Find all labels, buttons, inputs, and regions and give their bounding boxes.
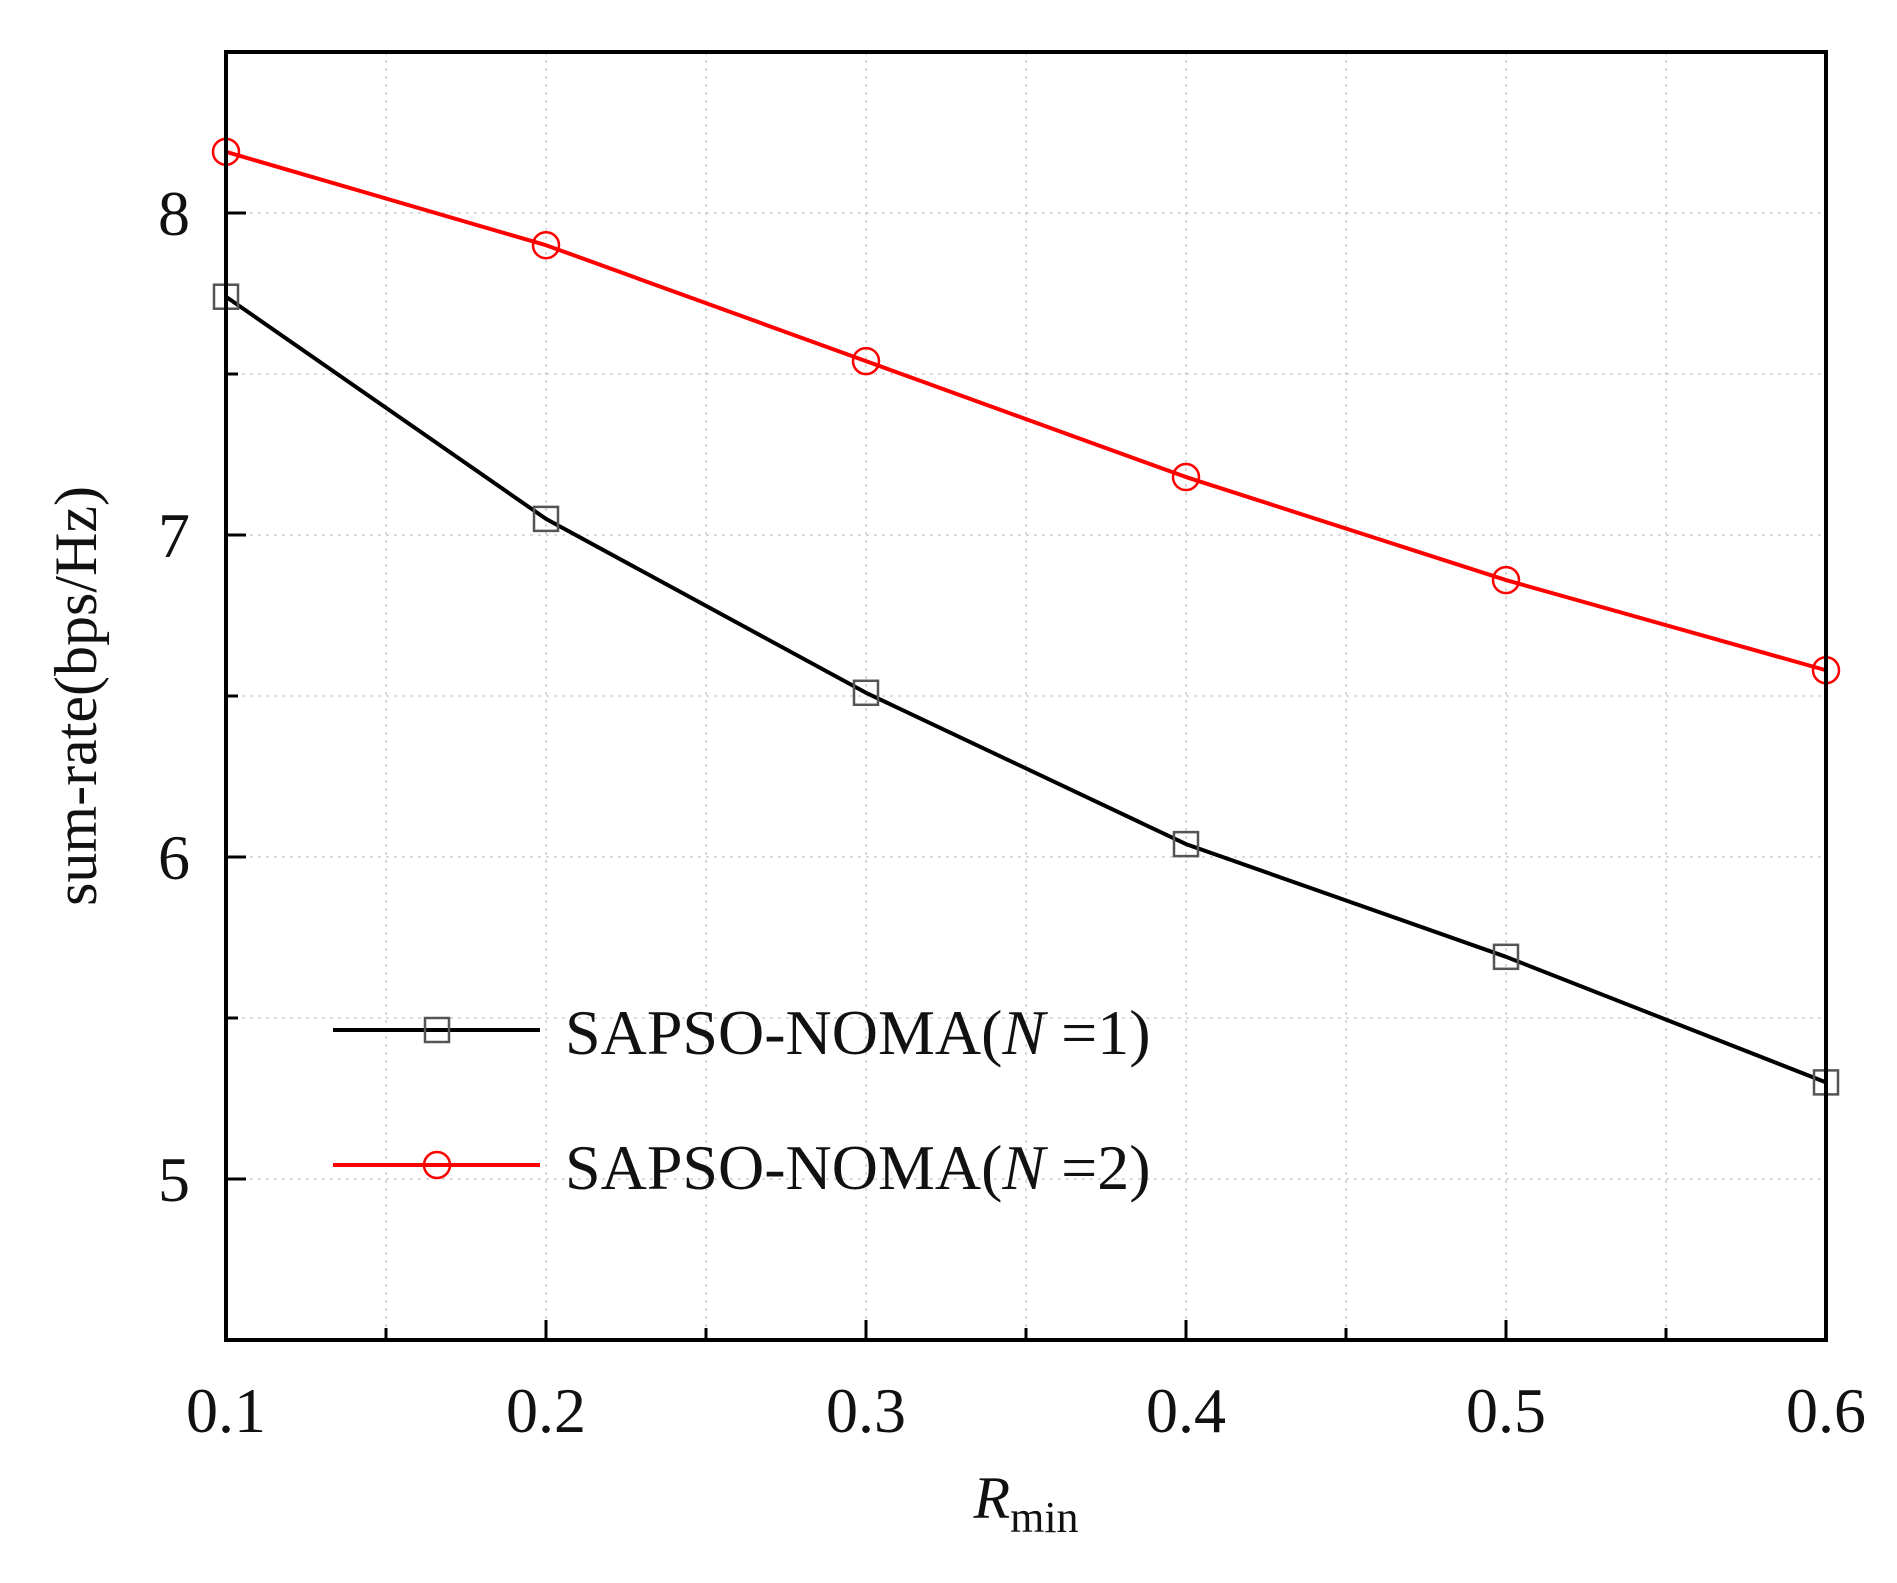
x-axis-label-subscript: min xyxy=(1010,1493,1078,1542)
x-axis-label-symbol: R xyxy=(972,1465,1010,1531)
legend-item: SAPSO-NOMA(N =1) xyxy=(333,997,1151,1068)
legend-label-variable: N xyxy=(1001,1132,1048,1203)
series-layer xyxy=(211,137,1841,1096)
data-point xyxy=(531,230,561,260)
grid-layer xyxy=(226,52,1826,1340)
legend-label-suffix: =1) xyxy=(1045,997,1150,1068)
series-2 xyxy=(211,137,1841,685)
y-axis-label: sum-rate(bps/Hz) xyxy=(43,486,109,906)
legend-marker xyxy=(423,1016,451,1044)
x-tick-label: 0.3 xyxy=(826,1375,906,1446)
data-point xyxy=(532,505,560,533)
legend-label-prefix: SAPSO-NOMA( xyxy=(565,997,1002,1068)
data-point xyxy=(1491,565,1521,595)
y-tick-label: 8 xyxy=(158,178,190,249)
y-tick-label: 6 xyxy=(158,822,190,893)
series-1 xyxy=(212,283,1840,1096)
legend: SAPSO-NOMA(N =1)SAPSO-NOMA(N =2) xyxy=(333,997,1151,1203)
x-tick-label: 0.4 xyxy=(1146,1375,1226,1446)
data-point xyxy=(1171,462,1201,492)
legend-label: SAPSO-NOMA(N =2) xyxy=(565,1132,1151,1203)
x-tick-label: 0.5 xyxy=(1466,1375,1546,1446)
label-layer: 0.1 0.2 0.3 0.4 0.5 0.6 5 6 7 8 xyxy=(158,178,1866,1446)
x-axis-label: Rmin xyxy=(972,1465,1078,1542)
data-point xyxy=(851,346,881,376)
legend-label-prefix: SAPSO-NOMA( xyxy=(565,1132,1002,1203)
series-line xyxy=(225,149,1827,673)
y-tick-label: 7 xyxy=(158,500,190,571)
data-point xyxy=(1172,830,1200,858)
y-tick-label: 5 xyxy=(158,1144,190,1215)
x-tick-label: 0.1 xyxy=(186,1375,266,1446)
x-tick-label: 0.2 xyxy=(506,1375,586,1446)
legend-marker xyxy=(422,1150,452,1180)
legend-label-suffix: =2) xyxy=(1045,1132,1150,1203)
tick-layer xyxy=(224,211,1828,1342)
legend-label: SAPSO-NOMA(N =1) xyxy=(565,997,1151,1068)
data-point xyxy=(852,679,880,707)
legend-label-variable: N xyxy=(1001,997,1048,1068)
x-tick-label: 0.6 xyxy=(1786,1375,1866,1446)
data-point xyxy=(1492,943,1520,971)
series-line xyxy=(224,295,1827,1085)
legend-item: SAPSO-NOMA(N =2) xyxy=(333,1132,1151,1203)
